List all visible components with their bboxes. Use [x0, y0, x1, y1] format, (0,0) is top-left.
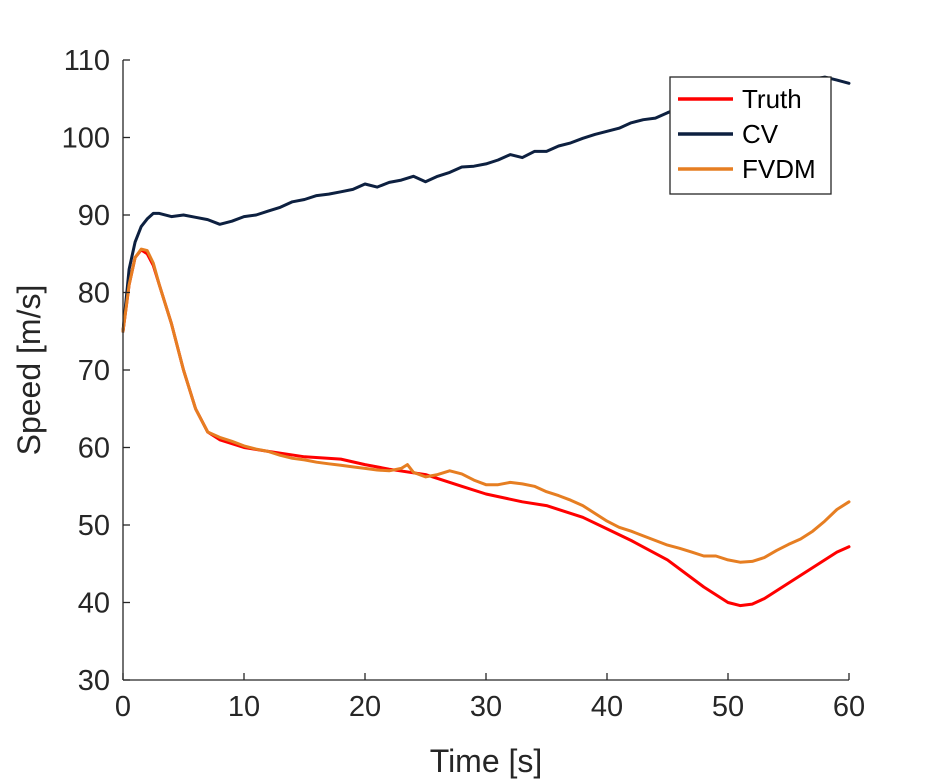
y-tick-label: 70	[78, 355, 110, 387]
x-tick-label: 0	[115, 691, 131, 723]
y-tick-label: 90	[78, 200, 110, 232]
series-line-fvdm	[121, 247, 851, 564]
x-tick-label: 40	[591, 691, 623, 723]
x-tick-label: 60	[833, 691, 865, 723]
y-tick-label: 60	[78, 433, 110, 465]
ticks: 0 10 20 30 40 50 60 30 40 50 60 70 80 90 100 110	[62, 45, 866, 723]
legend-label-cv: CV	[742, 119, 779, 149]
y-tick-label: 80	[78, 278, 110, 310]
x-tick-label: 30	[470, 691, 502, 723]
y-axis-title: Speed [m/s]	[11, 285, 47, 456]
y-tick-label: 110	[64, 45, 110, 77]
y-tick-label: 100	[62, 123, 110, 155]
series-line-truth	[121, 248, 851, 608]
y-tick-label: 40	[78, 588, 110, 620]
y-tick-label: 50	[78, 510, 110, 542]
legend-label-truth: Truth	[742, 84, 802, 114]
y-tick-label: 30	[78, 665, 110, 697]
legend-label-fvdm: FVDM	[742, 154, 816, 184]
legend: Truth CV FVDM	[669, 76, 832, 195]
x-tick-label: 50	[712, 691, 744, 723]
x-tick-label: 10	[228, 691, 260, 723]
x-axis-title: Time [s]	[430, 743, 543, 779]
x-tick-label: 20	[349, 691, 381, 723]
